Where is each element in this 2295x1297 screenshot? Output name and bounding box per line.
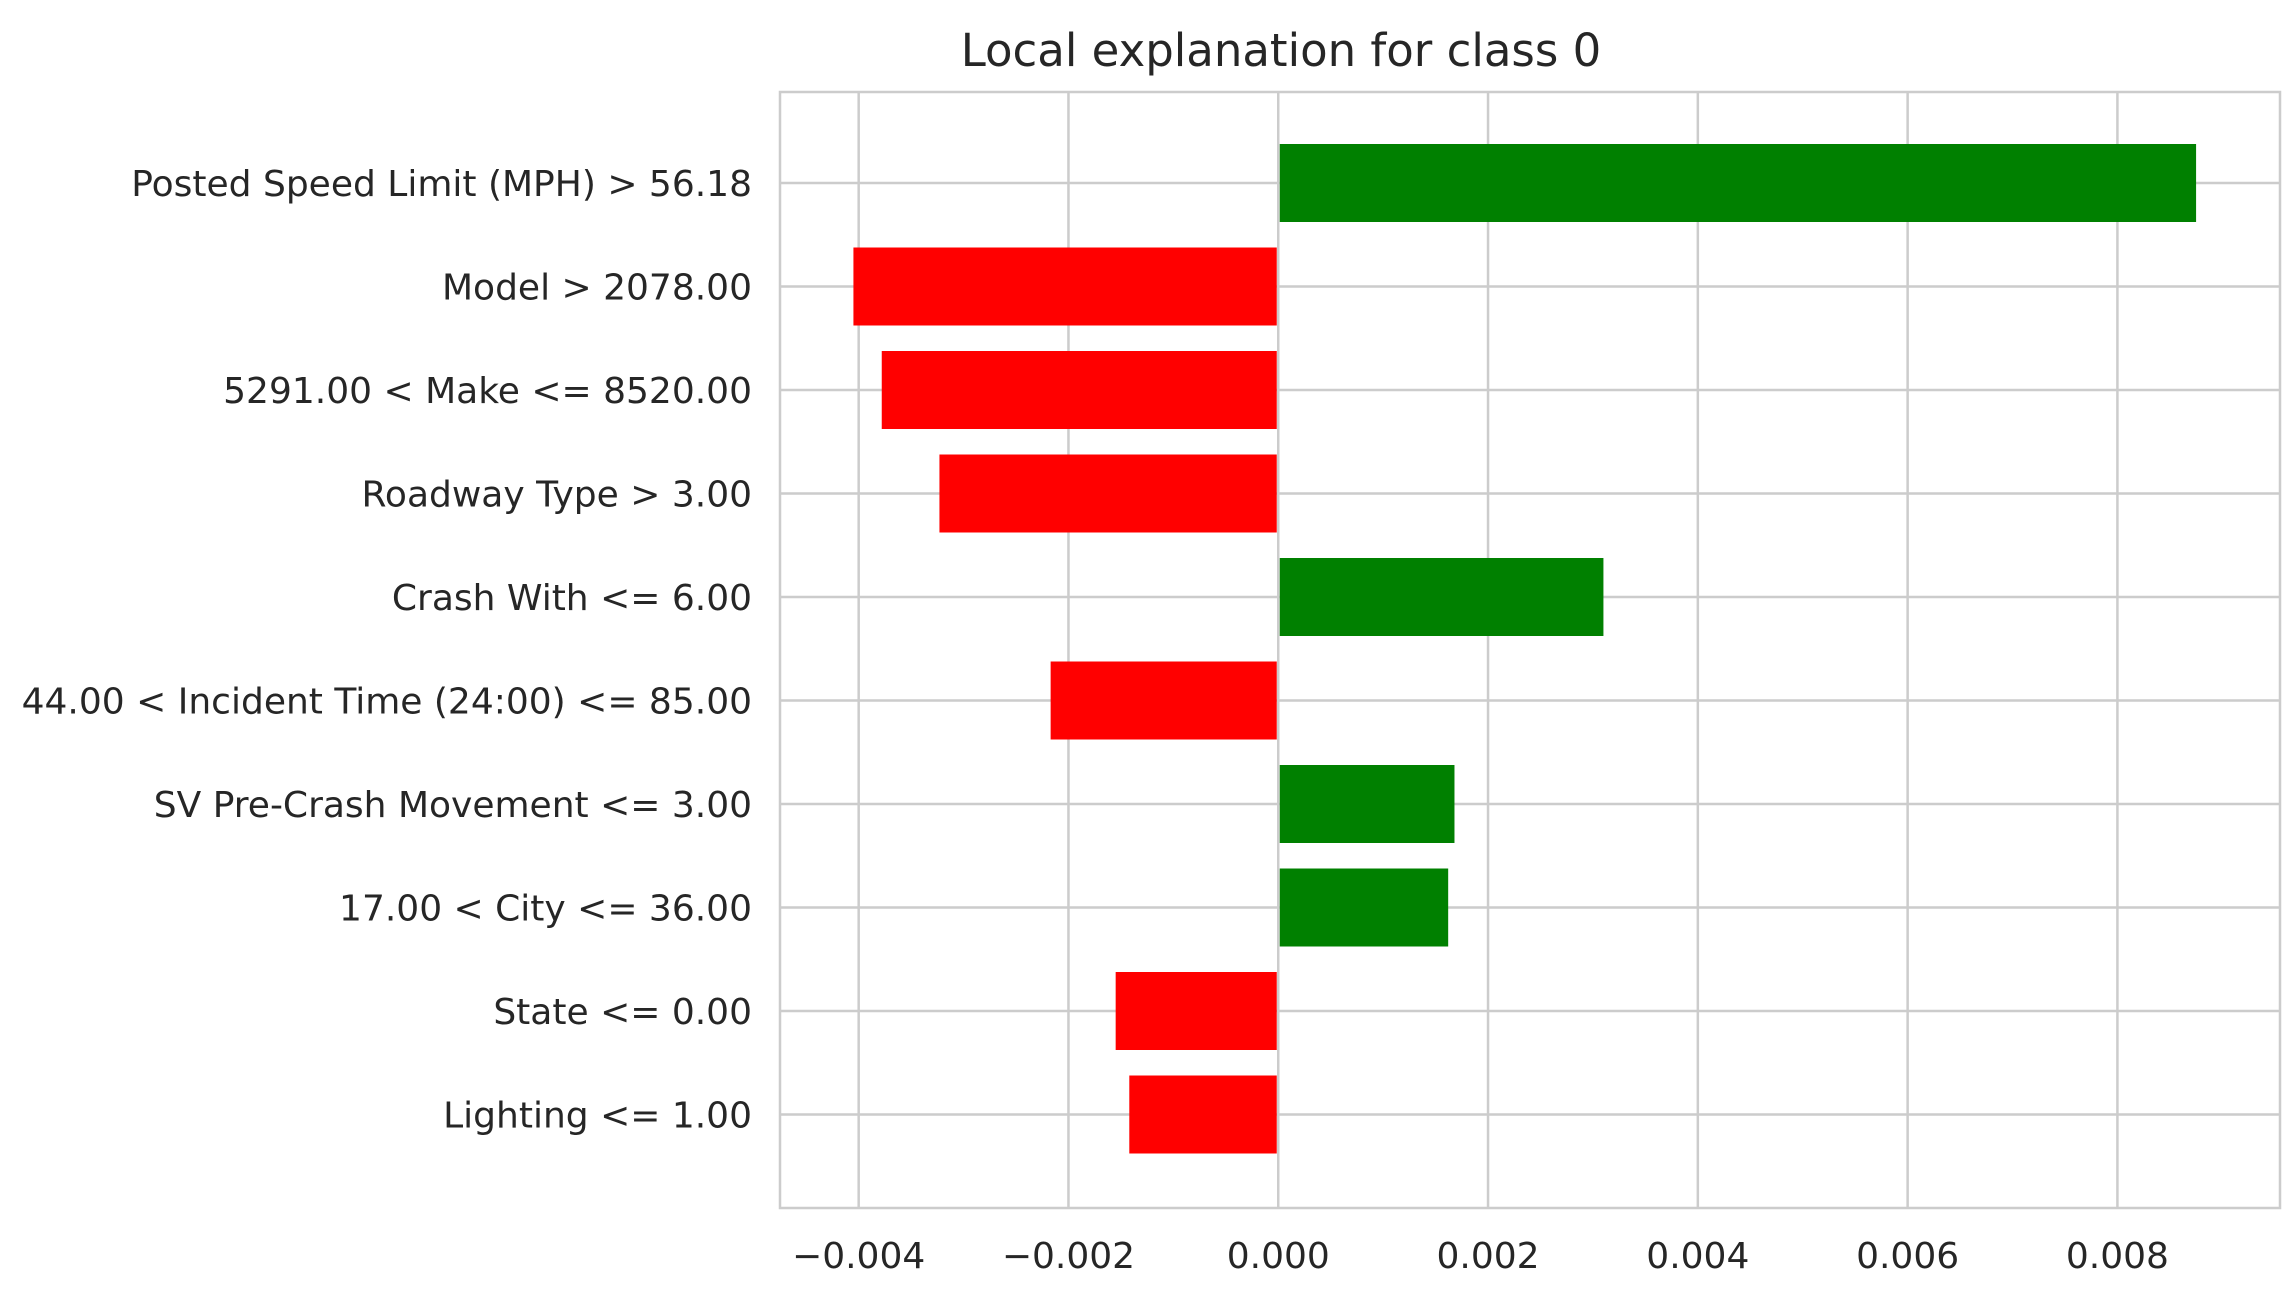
y-tick-label: State <= 0.00 <box>493 992 752 1033</box>
y-tick-labels: Posted Speed Limit (MPH) > 56.18 Model > … <box>22 164 752 1137</box>
y-tick-label: Model > 2078.00 <box>442 268 752 309</box>
x-tick-label: 0.008 <box>2066 1236 2169 1277</box>
y-tick-label: Roadway Type > 3.00 <box>362 475 752 516</box>
x-tick-label: 0.006 <box>1856 1236 1959 1277</box>
chart-title: Local explanation for class 0 <box>961 24 1602 77</box>
bar-positive <box>1279 558 1604 636</box>
x-tick-label: 0.004 <box>1646 1236 1749 1277</box>
x-tick-label: −0.004 <box>792 1236 925 1277</box>
y-tick-label: Posted Speed Limit (MPH) > 56.18 <box>131 164 752 205</box>
bar-negative <box>939 454 1277 533</box>
x-tick-label: −0.002 <box>1002 1236 1135 1277</box>
y-tick-label: Lighting <= 1.00 <box>443 1096 752 1137</box>
bar-negative <box>1129 1075 1277 1154</box>
x-tick-label: 0.002 <box>1437 1236 1540 1277</box>
bars <box>853 144 2197 1154</box>
y-tick-label: Crash With <= 6.00 <box>392 578 752 619</box>
bar-positive <box>1279 144 2197 222</box>
bar-negative <box>853 247 1277 326</box>
x-tick-labels: −0.004 −0.002 0.000 0.002 0.004 0.006 0.008 <box>792 1236 2169 1277</box>
bar-negative <box>1115 972 1277 1050</box>
axes-frame <box>778 90 2282 1210</box>
y-tick-label: 5291.00 < Make <= 8520.00 <box>223 371 752 412</box>
y-tick-label: 17.00 < City <= 36.00 <box>339 889 752 930</box>
bar-positive <box>1279 765 1455 843</box>
bar-positive <box>1279 868 1449 947</box>
y-tick-label: 44.00 < Incident Time (24:00) <= 85.00 <box>22 682 752 723</box>
bar-negative <box>881 351 1277 429</box>
y-tick-label: SV Pre-Crash Movement <= 3.00 <box>154 785 752 826</box>
x-tick-label: 0.000 <box>1227 1236 1330 1277</box>
bar-negative <box>1050 661 1277 740</box>
